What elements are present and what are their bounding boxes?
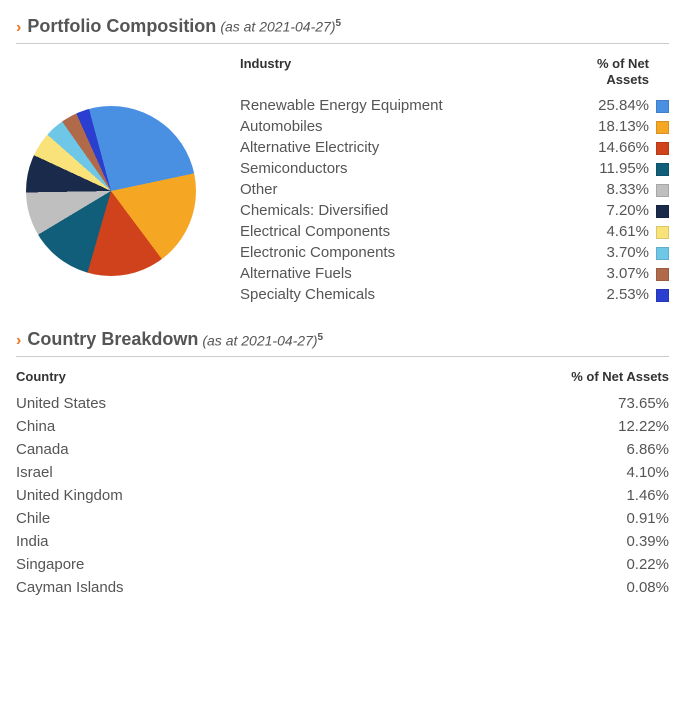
country-pct: 0.91%: [626, 510, 669, 527]
industry-label: Chemicals: Diversified: [240, 202, 579, 219]
country-table-header: Country % of Net Assets: [16, 369, 669, 384]
chevron-right-icon: ›: [16, 332, 21, 350]
country-footnote: 5: [318, 332, 324, 343]
industry-pct: 2.53%: [579, 286, 649, 303]
industry-pct: 3.70%: [579, 244, 649, 261]
composition-asat: (as at 2021-04-27)5: [220, 18, 341, 35]
industry-label: Semiconductors: [240, 160, 579, 177]
country-label: Israel: [16, 464, 626, 481]
country-label: India: [16, 533, 626, 550]
industry-label: Other: [240, 181, 579, 198]
industry-label: Renewable Energy Equipment: [240, 97, 579, 114]
industry-row: Semiconductors11.95%: [240, 158, 669, 179]
country-table: Country % of Net Assets United States73.…: [16, 369, 669, 599]
industry-pct: 25.84%: [579, 97, 649, 114]
country-pct: 0.39%: [626, 533, 669, 550]
country-pct: 1.46%: [626, 487, 669, 504]
color-swatch: [656, 142, 669, 155]
country-label: Cayman Islands: [16, 579, 626, 596]
country-header: › Country Breakdown (as at 2021-04-27)5: [16, 329, 669, 357]
country-pct: 0.08%: [626, 579, 669, 596]
country-label: United States: [16, 395, 618, 412]
composition-header: › Portfolio Composition (as at 2021-04-2…: [16, 16, 669, 44]
industry-row: Electrical Components4.61%: [240, 221, 669, 242]
industry-table: Industry % of Net Assets Renewable Energ…: [240, 56, 669, 305]
industry-pct: 18.13%: [579, 118, 649, 135]
industry-row: Automobiles18.13%: [240, 116, 669, 137]
country-title: Country Breakdown: [27, 329, 198, 350]
color-swatch: [656, 289, 669, 302]
country-header-pct: % of Net Assets: [571, 369, 669, 384]
composition-asat-text: (as at 2021-04-27): [220, 19, 335, 35]
industry-pct: 14.66%: [579, 139, 649, 156]
industry-header-label: Industry: [240, 56, 559, 87]
color-swatch: [656, 205, 669, 218]
industry-pct: 4.61%: [579, 223, 649, 240]
country-pct: 73.65%: [618, 395, 669, 412]
composition-body: Industry % of Net Assets Renewable Energ…: [16, 56, 669, 305]
industry-table-header: Industry % of Net Assets: [240, 56, 669, 87]
industry-pie-chart: [26, 106, 196, 276]
country-row: Cayman Islands0.08%: [16, 576, 669, 599]
industry-label: Alternative Electricity: [240, 139, 579, 156]
country-label: China: [16, 418, 618, 435]
color-swatch: [656, 268, 669, 281]
industry-row: Specialty Chemicals2.53%: [240, 284, 669, 305]
industry-label: Automobiles: [240, 118, 579, 135]
industry-header-pct: % of Net Assets: [559, 56, 649, 87]
country-row: China12.22%: [16, 415, 669, 438]
country-label: Canada: [16, 441, 626, 458]
country-pct: 0.22%: [626, 556, 669, 573]
country-row: United Kingdom1.46%: [16, 484, 669, 507]
country-asat-text: (as at 2021-04-27): [202, 332, 317, 348]
industry-row: Renewable Energy Equipment25.84%: [240, 95, 669, 116]
country-asat: (as at 2021-04-27)5: [202, 332, 323, 349]
color-swatch: [656, 100, 669, 113]
country-header-label: Country: [16, 369, 571, 384]
country-label: Chile: [16, 510, 626, 527]
industry-row: Chemicals: Diversified7.20%: [240, 200, 669, 221]
color-swatch: [656, 226, 669, 239]
industry-pct: 11.95%: [579, 160, 649, 177]
country-row: Canada6.86%: [16, 438, 669, 461]
industry-pct: 7.20%: [579, 202, 649, 219]
country-row: United States73.65%: [16, 392, 669, 415]
chevron-right-icon: ›: [16, 19, 21, 37]
pie-chart-container: [16, 56, 216, 276]
industry-row: Alternative Electricity14.66%: [240, 137, 669, 158]
country-label: Singapore: [16, 556, 626, 573]
country-row: Chile0.91%: [16, 507, 669, 530]
industry-label: Specialty Chemicals: [240, 286, 579, 303]
country-pct: 12.22%: [618, 418, 669, 435]
color-swatch: [656, 163, 669, 176]
color-swatch: [656, 121, 669, 134]
color-swatch: [656, 247, 669, 260]
industry-row: Electronic Components3.70%: [240, 242, 669, 263]
industry-row: Alternative Fuels3.07%: [240, 263, 669, 284]
color-swatch: [656, 184, 669, 197]
country-row: Israel4.10%: [16, 461, 669, 484]
industry-label: Electrical Components: [240, 223, 579, 240]
industry-label: Alternative Fuels: [240, 265, 579, 282]
country-row: India0.39%: [16, 530, 669, 553]
composition-footnote: 5: [336, 18, 342, 29]
industry-row: Other8.33%: [240, 179, 669, 200]
composition-title: Portfolio Composition: [27, 16, 216, 37]
country-pct: 4.10%: [626, 464, 669, 481]
country-pct: 6.86%: [626, 441, 669, 458]
country-breakdown-section: › Country Breakdown (as at 2021-04-27)5 …: [16, 329, 669, 599]
country-label: United Kingdom: [16, 487, 626, 504]
country-row: Singapore0.22%: [16, 553, 669, 576]
industry-label: Electronic Components: [240, 244, 579, 261]
industry-pct: 3.07%: [579, 265, 649, 282]
portfolio-composition-section: › Portfolio Composition (as at 2021-04-2…: [16, 16, 669, 305]
industry-pct: 8.33%: [579, 181, 649, 198]
